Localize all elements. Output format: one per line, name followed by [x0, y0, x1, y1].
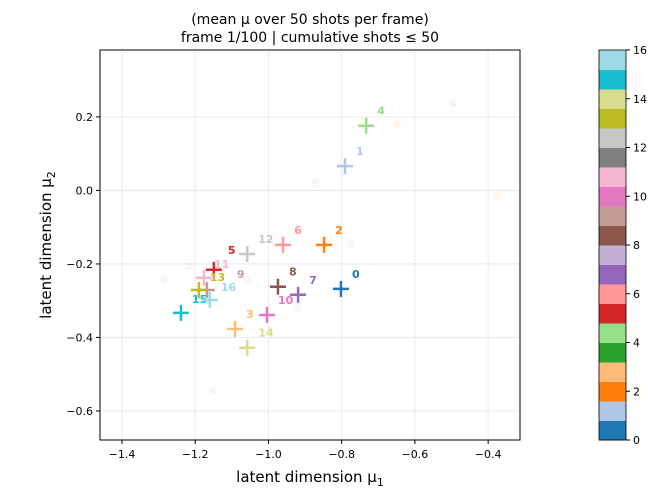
- mean-marker-13: 13: [190, 271, 225, 299]
- shot-point: [493, 191, 502, 200]
- colorbar-segment: [599, 420, 626, 441]
- colorbar-tick-label: 16: [633, 44, 647, 57]
- colorbar-tick-label: 14: [633, 93, 647, 106]
- colorbar-segment: [599, 225, 626, 246]
- mean-marker-16: 16: [201, 281, 237, 308]
- colorbar-segment: [599, 264, 626, 285]
- colorbar-segment: [599, 303, 626, 324]
- colorbar: 0 2 4 6 8 10 12 14 16: [598, 44, 647, 447]
- mean-label: 9: [237, 268, 245, 281]
- mean-marker-14: 14: [239, 327, 274, 356]
- mean-label: 8: [289, 266, 297, 279]
- x-tick-label: −0.8: [328, 448, 355, 461]
- x-tick-label: −1.4: [109, 448, 136, 461]
- shot-points: [160, 99, 502, 396]
- colorbar-segment: [599, 401, 626, 421]
- colorbar-segment: [599, 186, 626, 207]
- colorbar-segment: [599, 381, 626, 402]
- colorbar-segment: [599, 362, 626, 382]
- mean-marker-4: 4: [358, 105, 385, 134]
- y-tick-label: −0.2: [66, 258, 93, 271]
- shot-point: [160, 275, 169, 284]
- mean-marker-7: 7: [290, 274, 317, 303]
- mean-marker-12: 12: [239, 233, 274, 263]
- mean-marker-10: 10: [258, 294, 294, 324]
- mean-label: 14: [258, 327, 274, 340]
- mean-marker-8: 8: [269, 266, 297, 295]
- colorbar-tick-label: 10: [633, 190, 647, 203]
- colorbar-segment: [599, 245, 626, 265]
- y-tick-label: 0.2: [76, 111, 94, 124]
- x-tick-label: −1.0: [255, 448, 282, 461]
- mean-marker-3: 3: [227, 308, 254, 337]
- x-axis-label: latent dimension μ1: [236, 468, 384, 489]
- y-axis-label: latent dimension μ2: [37, 171, 58, 319]
- colorbar-tick-label: 0: [633, 434, 640, 447]
- shot-point: [243, 275, 252, 284]
- shot-point: [392, 120, 401, 129]
- mean-label: 16: [221, 281, 237, 294]
- shot-point: [209, 387, 218, 396]
- colorbar-segment: [599, 128, 626, 148]
- colorbar-tick-label: 6: [633, 288, 640, 301]
- shot-point: [346, 240, 355, 249]
- mean-label: 12: [258, 233, 273, 246]
- mean-marker-11: 11: [195, 258, 229, 286]
- mean-marker-1: 1: [336, 145, 364, 175]
- shot-point: [448, 99, 457, 108]
- x-axis: −1.4 −1.2 −1.0 −0.8 −0.6 −0.4: [109, 440, 502, 461]
- colorbar-segment: [599, 147, 626, 168]
- mean-label: 13: [210, 271, 225, 284]
- colorbar-tick-label: 4: [633, 337, 640, 350]
- shot-point: [293, 304, 302, 313]
- colorbar-segment: [599, 323, 626, 343]
- colorbar-tick-label: 2: [633, 385, 640, 398]
- y-axis: 0.2 0.0 −0.2 −0.4 −0.6: [66, 111, 100, 418]
- mean-label: 2: [335, 224, 343, 237]
- colorbar-segment: [599, 206, 626, 226]
- colorbar-segment: [599, 167, 626, 187]
- shot-point: [184, 261, 193, 270]
- mean-label: 5: [228, 244, 236, 257]
- mean-label: 1: [356, 145, 364, 158]
- chart-title-line-1: (mean μ over 50 shots per frame): [191, 12, 429, 28]
- colorbar-segment: [599, 284, 626, 304]
- mean-label: 10: [278, 294, 294, 307]
- y-tick-label: −0.4: [66, 331, 93, 344]
- colorbar-segment: [599, 89, 626, 109]
- colorbar-segment: [599, 108, 626, 129]
- mean-label: 11: [214, 258, 229, 271]
- colorbar-tick-label: 8: [633, 239, 640, 252]
- mean-marker-6: 6: [275, 224, 302, 253]
- mean-marker-15: 15: [172, 293, 207, 321]
- y-tick-label: −0.6: [66, 405, 93, 418]
- mean-marker-0: 0: [332, 268, 360, 297]
- shot-point: [310, 177, 319, 186]
- colorbar-segment: [599, 69, 626, 90]
- mean-label: 3: [246, 308, 254, 321]
- mean-marker-2: 2: [316, 224, 343, 253]
- grid: [100, 50, 520, 440]
- x-tick-label: −1.2: [182, 448, 209, 461]
- mean-label: 0: [352, 268, 360, 281]
- plot-frame: [99, 49, 521, 441]
- colorbar-segment: [599, 342, 626, 363]
- colorbar-segment: [599, 50, 626, 70]
- y-tick-label: 0.0: [76, 184, 94, 197]
- x-tick-label: −0.4: [475, 448, 502, 461]
- mean-label: 7: [309, 274, 317, 287]
- chart-title-line-2: frame 1/100 | cumulative shots ≤ 50: [181, 30, 439, 46]
- colorbar-tick-label: 12: [633, 142, 647, 155]
- mean-label: 15: [192, 293, 207, 306]
- mean-label: 6: [294, 224, 302, 237]
- mean-label: 4: [377, 105, 385, 118]
- x-tick-label: −0.6: [402, 448, 429, 461]
- mean-marker-5: 5: [205, 244, 236, 278]
